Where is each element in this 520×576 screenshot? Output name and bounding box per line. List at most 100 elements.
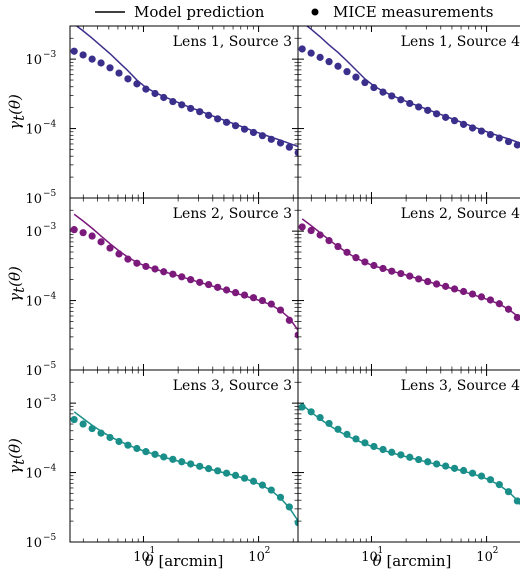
data-point xyxy=(285,503,293,511)
data-point xyxy=(79,420,87,428)
data-point xyxy=(240,291,249,299)
data-point xyxy=(88,55,96,63)
y-tick-label: 10 xyxy=(25,123,42,138)
data-point xyxy=(325,237,333,245)
legend-data-marker xyxy=(311,8,319,16)
panel-5: Lens 3, Source 310 −310 −410 −510 1 10 2 xyxy=(25,369,299,565)
data-point xyxy=(258,296,267,305)
x-axis-label-unit: [arcmin] xyxy=(154,552,224,570)
data-point xyxy=(294,519,298,527)
panel-plot-area xyxy=(298,26,520,149)
data-point xyxy=(106,433,114,442)
y-axis-label-sub: t xyxy=(10,458,28,465)
data-point xyxy=(205,111,213,119)
data-point xyxy=(504,305,513,313)
data-point xyxy=(433,110,441,118)
y-axis-label-symbol: γ xyxy=(6,121,24,130)
data-point xyxy=(424,277,432,286)
data-point xyxy=(442,462,450,470)
data-point xyxy=(298,45,306,53)
y-tick-exponent: −3 xyxy=(43,222,57,232)
x-tick-label: 10 xyxy=(248,550,265,565)
data-point xyxy=(178,101,186,109)
data-point xyxy=(361,258,369,266)
data-point xyxy=(160,268,168,276)
data-point xyxy=(97,429,105,437)
data-point xyxy=(450,464,459,472)
data-point xyxy=(106,244,114,252)
x-tick-exponent: 1 xyxy=(149,546,155,556)
data-point xyxy=(240,125,249,133)
data-point xyxy=(352,73,360,81)
panel-1: Lens 1, Source 310−310−410−5 xyxy=(25,25,299,207)
data-point xyxy=(151,265,159,273)
data-point xyxy=(214,467,222,475)
data-point xyxy=(267,300,275,308)
panel-plot-area xyxy=(298,403,520,506)
data-point xyxy=(459,466,468,475)
x-tick-label: 10 xyxy=(476,550,493,565)
data-point xyxy=(97,59,105,67)
y-axis-label: γt(θ) xyxy=(6,94,28,130)
data-point xyxy=(415,455,423,464)
panel-label: Lens 3, Source 3 xyxy=(173,378,292,394)
data-point xyxy=(513,141,520,149)
data-point xyxy=(88,232,96,240)
data-point xyxy=(187,104,195,113)
data-point xyxy=(258,481,267,489)
data-point xyxy=(88,424,96,433)
data-point xyxy=(79,51,87,59)
data-point xyxy=(459,287,468,296)
panel-frame xyxy=(297,197,520,371)
data-point xyxy=(196,108,204,116)
data-point xyxy=(433,460,441,468)
y-axis-label-sub: t xyxy=(10,114,28,121)
x-tick-exponent: 1 xyxy=(377,546,383,556)
data-point xyxy=(294,149,298,157)
data-point xyxy=(361,439,369,447)
panel-frame xyxy=(69,25,299,199)
data-point xyxy=(298,403,306,411)
data-point xyxy=(343,248,351,256)
panel-plot-area xyxy=(298,218,520,322)
data-point xyxy=(486,296,495,304)
data-point xyxy=(70,415,78,424)
panel-plot-area xyxy=(70,26,298,157)
panel-plot-area xyxy=(70,213,298,339)
data-point xyxy=(468,469,477,477)
data-point xyxy=(388,267,396,275)
data-point xyxy=(477,293,486,301)
data-point xyxy=(397,269,405,278)
data-point xyxy=(334,425,342,433)
data-point xyxy=(442,282,450,290)
y-axis-label-arg: (θ) xyxy=(6,438,24,459)
data-point xyxy=(133,259,141,267)
panel-frame xyxy=(297,369,520,543)
data-point xyxy=(450,285,459,293)
data-point xyxy=(115,250,123,258)
data-point xyxy=(240,474,249,482)
data-point xyxy=(267,486,275,494)
data-point xyxy=(70,47,78,55)
data-point xyxy=(124,441,132,449)
data-point xyxy=(187,276,195,284)
panel-frame xyxy=(297,25,520,199)
data-point xyxy=(294,331,298,339)
data-point xyxy=(249,477,258,485)
data-point xyxy=(115,69,123,77)
panel-label: Lens 3, Source 4 xyxy=(401,378,520,394)
y-axis-label-symbol: γ xyxy=(6,465,24,474)
data-point xyxy=(495,300,503,308)
data-point xyxy=(388,92,396,100)
data-point xyxy=(285,143,293,151)
data-point xyxy=(415,275,423,283)
panel-2: Lens 1, Source 4 xyxy=(297,25,520,199)
panel-4: Lens 2, Source 4 xyxy=(297,197,520,371)
data-point xyxy=(307,408,315,416)
data-point xyxy=(334,242,342,251)
data-point xyxy=(370,442,378,451)
data-point xyxy=(231,471,240,480)
data-point xyxy=(352,435,360,443)
data-point xyxy=(222,286,231,294)
data-point xyxy=(307,49,315,57)
